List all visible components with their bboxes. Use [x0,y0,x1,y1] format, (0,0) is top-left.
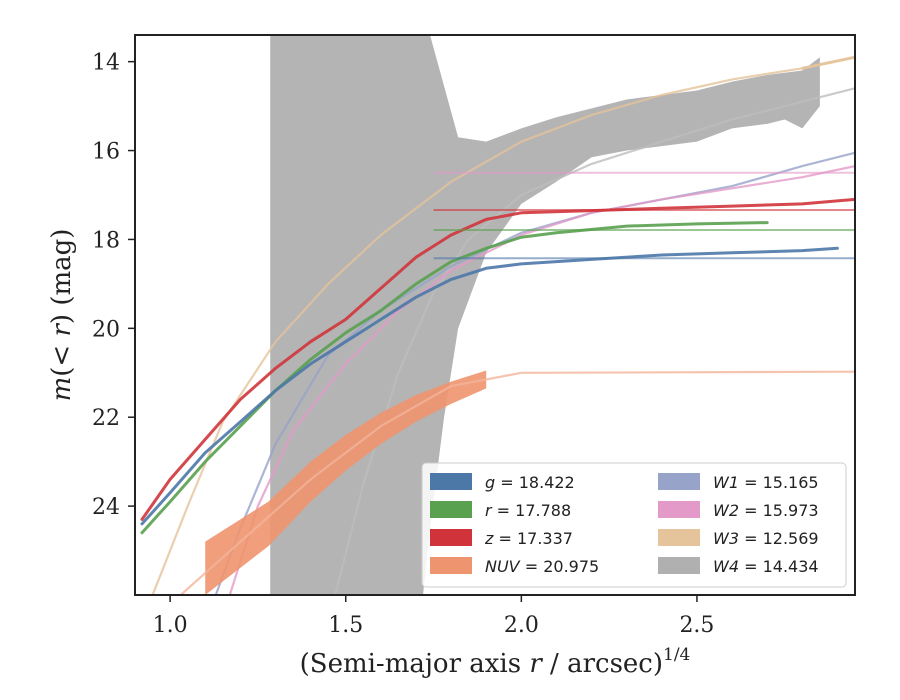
legend-box [421,462,847,588]
y-tick-label: 22 [92,406,120,431]
legend-swatch [658,473,700,490]
plot-frame [134,34,856,596]
series-line-z [140,197,855,521]
y-axis-label: m(< r) (mag) [47,229,77,402]
legend: g = 18.422 W1 = 15.165 r = 17.788 W2 = 15.9… [421,462,847,588]
y-tick-label: 16 [92,140,120,165]
series-line-w3-data [800,55,855,70]
axes: 1.0 1.5 2.0 2.5 14 16 18 20 22 24 [92,34,856,638]
legend-entry: g = 18.422 [485,473,575,492]
x-tick-label: 1.0 [153,613,188,638]
x-tick-label: 1.5 [328,613,363,638]
legend-entry: W2 = 15.973 [713,501,819,520]
y-tick-label: 18 [92,228,120,253]
y-tick-label: 20 [92,317,120,342]
plot-area [140,35,855,595]
series-band-w4 [270,35,820,595]
legend-entry: W3 = 12.569 [713,529,819,548]
legend-entry: r = 17.788 [485,501,571,520]
x-axis-label: (Semi-major axis r / arcsec)1/4 [300,645,691,679]
series-line-nuv-model [179,370,855,595]
legend-entry: z = 17.337 [484,529,573,548]
legend-swatch [430,529,472,546]
series-line-w2 [228,165,855,595]
y-tick-label: 14 [92,51,120,76]
legend-swatch [658,501,700,518]
legend-swatch [658,557,700,574]
legend-swatch [430,557,472,574]
y-tick-label: 24 [92,495,120,520]
x-tick-label: 2.5 [679,613,714,638]
legend-swatch [430,473,472,490]
legend-entry: NUV = 20.975 [485,557,599,576]
legend-swatch [430,501,472,518]
series-line-w3 [151,56,855,595]
legend-entry: W4 = 14.434 [713,557,819,576]
series-band-nuv [205,370,487,595]
series-line-g [140,246,839,526]
x-tick-label: 2.0 [504,613,539,638]
legend-swatch [658,529,700,546]
legend-entry: W1 = 15.165 [713,473,819,492]
